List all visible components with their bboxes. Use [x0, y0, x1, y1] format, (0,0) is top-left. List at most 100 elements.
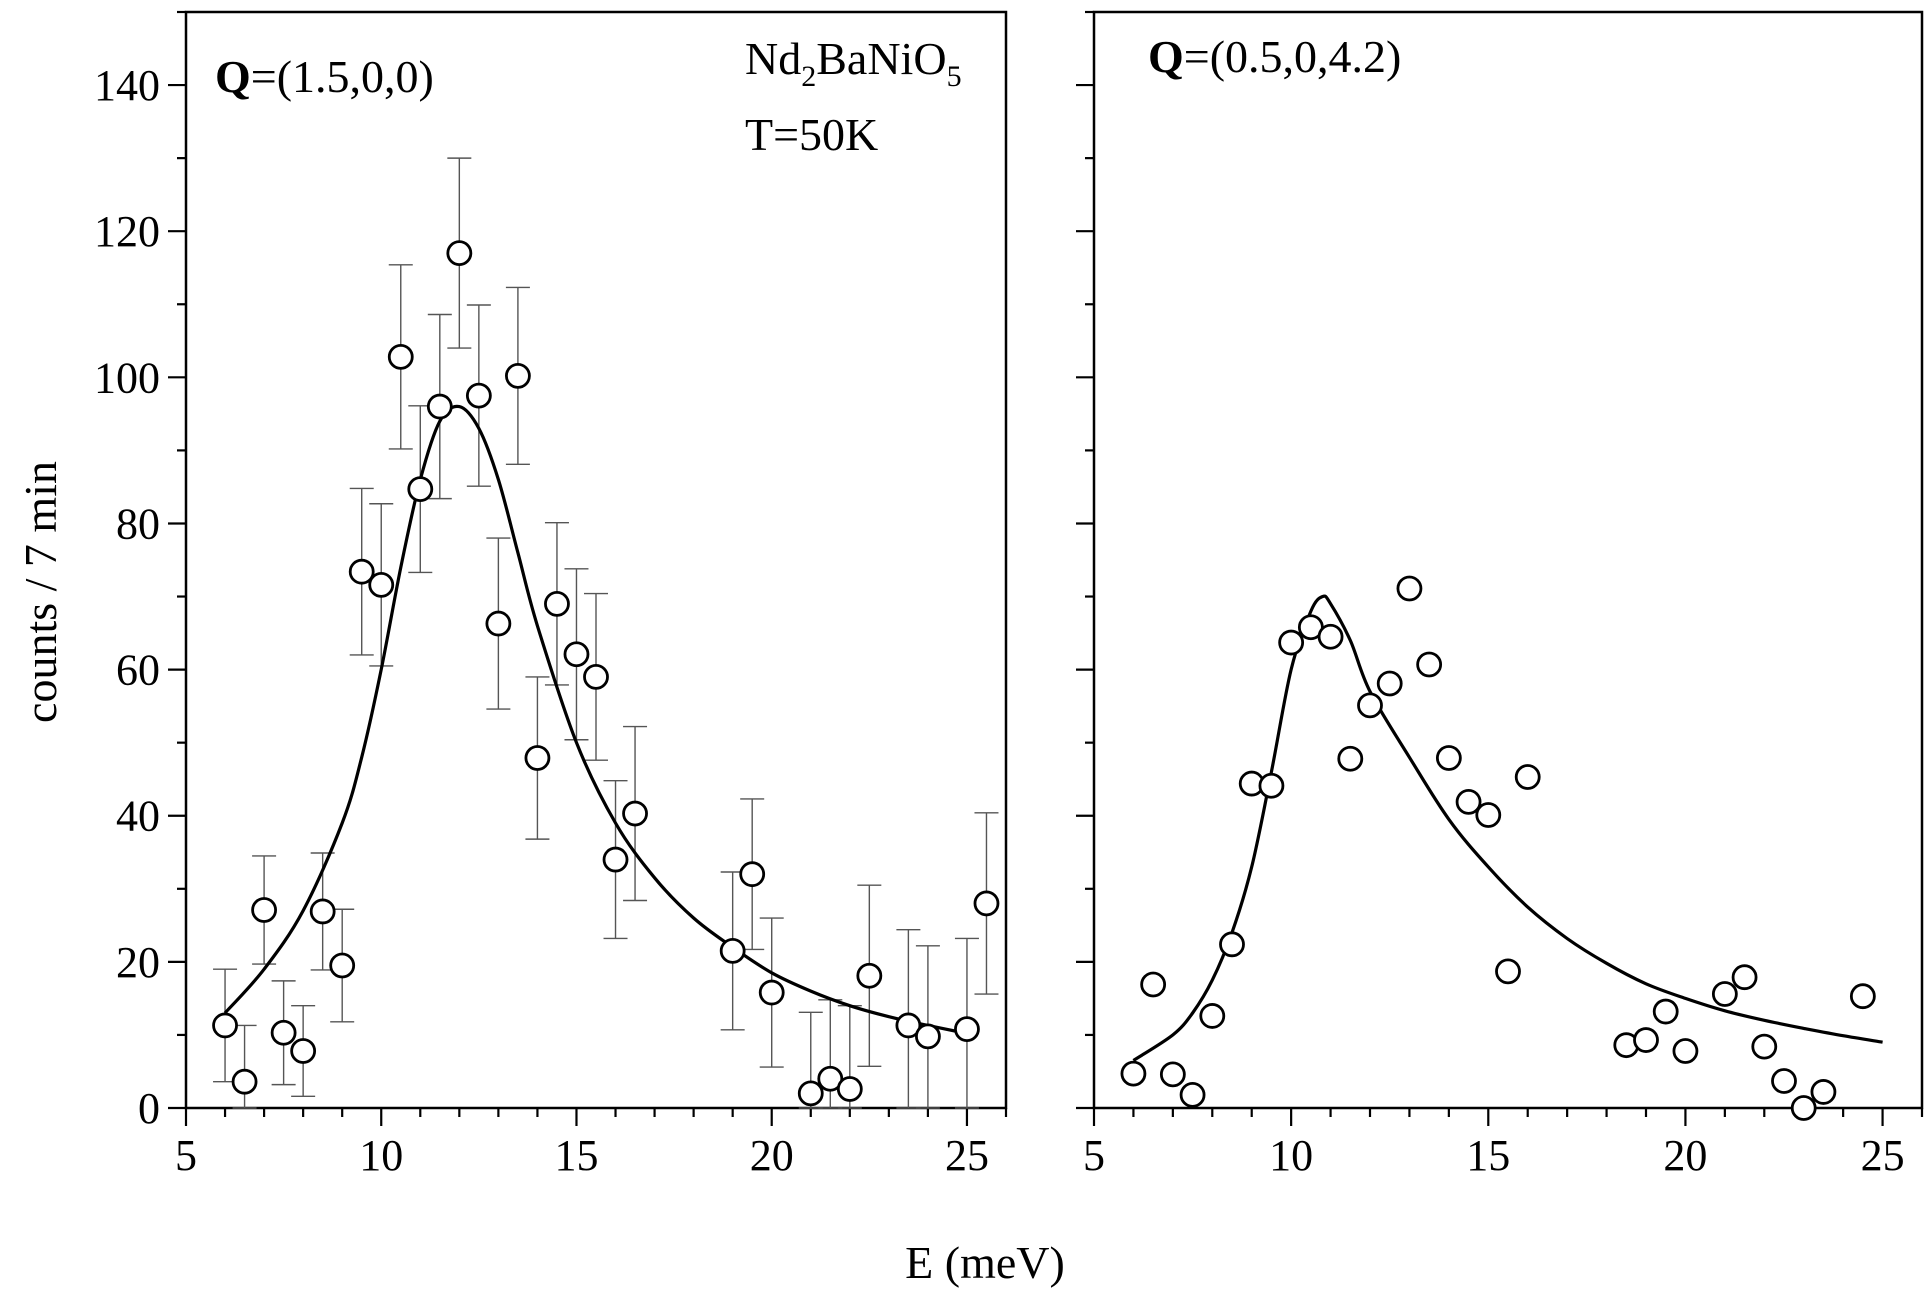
data-point: [1849, 983, 1876, 1010]
data-point: [1633, 1027, 1659, 1053]
data-point: [505, 362, 531, 389]
data-point: [270, 1019, 297, 1046]
data-point: [954, 1016, 980, 1042]
data-point: [446, 240, 473, 267]
data-point: [1771, 1068, 1797, 1094]
data-point: [1672, 1038, 1699, 1064]
data-point: [368, 571, 395, 598]
q-bold-label: Q: [1148, 31, 1184, 82]
q-vector-left: Q=(1.5,0,0): [215, 51, 434, 102]
fit-curve-left: [223, 404, 968, 1036]
data-point: [973, 890, 1000, 917]
data-point: [1455, 788, 1482, 815]
data-point: [309, 898, 336, 925]
data-point: [1731, 964, 1758, 991]
data-point: [1435, 745, 1462, 771]
q-vector-right: Q=(0.5,0,4.2): [1148, 31, 1401, 82]
y-tick-label: 60: [116, 646, 160, 695]
y-tick-label: 140: [94, 61, 160, 110]
data-point: [387, 343, 414, 370]
x-axis-title: E (meV): [905, 1237, 1065, 1288]
data-point: [1751, 1033, 1778, 1060]
x-tick-label: 20: [1663, 1131, 1707, 1180]
data-point: [544, 590, 570, 617]
data-point: [1357, 692, 1383, 719]
x-tick-label: 25: [1861, 1131, 1905, 1180]
data-point: [485, 610, 512, 637]
data-point: [407, 476, 434, 503]
compound-banio: BaNiO: [816, 33, 946, 84]
compound-sub-2: 2: [801, 60, 816, 93]
data-point: [1711, 981, 1738, 1007]
y-tick-label: 120: [94, 207, 160, 256]
data-point: [1790, 1095, 1817, 1121]
data-point: [1337, 745, 1364, 772]
data-point: [465, 382, 492, 409]
x-tick-label: 15: [1466, 1131, 1510, 1180]
data-point: [348, 558, 375, 585]
data-point: [622, 800, 648, 827]
y-tick-label: 40: [116, 792, 160, 841]
data-point: [1396, 575, 1423, 602]
panel-right: 5 10 15 20 25 Q=(0.5,0,4.2): [1076, 10, 1924, 1180]
fit-curve-right: [1132, 594, 1883, 1062]
x-tick-label: 25: [945, 1131, 989, 1180]
compound-label: Nd2BaNiO5: [745, 33, 962, 93]
plot-frame-left: [184, 10, 1008, 1110]
x-tick-label: 15: [554, 1131, 598, 1180]
y-tick-label: 20: [116, 938, 160, 987]
y-tick-label: 80: [116, 499, 160, 548]
data-point: [251, 897, 277, 923]
q-value-label: =(1.5,0,0): [251, 51, 434, 102]
data-point: [1810, 1079, 1837, 1105]
compound-nd: Nd: [745, 33, 801, 84]
data-point: [563, 641, 590, 668]
data-point: [231, 1068, 258, 1095]
data-point: [1120, 1060, 1147, 1087]
data-point: [1317, 623, 1344, 650]
data-point: [1495, 958, 1521, 985]
data-point: [1219, 931, 1245, 958]
data-point: [602, 846, 629, 873]
data-point: [1179, 1081, 1206, 1108]
data-point: [1278, 629, 1305, 656]
y-tick-label: 0: [138, 1084, 160, 1133]
error-bar: [232, 1024, 257, 1109]
data-point: [895, 1012, 922, 1039]
data-point: [329, 952, 356, 979]
data-point: [915, 1023, 941, 1050]
data-point: [1140, 971, 1167, 998]
temperature-label: T=50K: [745, 109, 878, 160]
data-point: [719, 938, 746, 964]
data-point: [836, 1076, 863, 1102]
data-point: [290, 1038, 317, 1064]
data-point: [212, 1012, 238, 1039]
y-tick-label: 100: [94, 353, 160, 402]
x-tick-label: 10: [1269, 1131, 1313, 1180]
data-point: [758, 979, 785, 1006]
data-point: [797, 1080, 824, 1107]
data-point: [1652, 998, 1679, 1025]
data-point: [1416, 651, 1443, 678]
q-bold-label: Q: [215, 51, 251, 102]
q-value-label: =(0.5,0,4.2): [1184, 31, 1402, 82]
y-axis-title: counts / 7 min: [15, 461, 66, 723]
x-tick-label: 10: [359, 1131, 403, 1180]
data-point: [1376, 670, 1403, 697]
data-point: [1475, 802, 1502, 828]
x-tick-label: 5: [175, 1131, 197, 1180]
data-point: [1199, 1003, 1226, 1029]
data-point: [856, 962, 883, 989]
x-tick-label: 20: [750, 1131, 794, 1180]
x-tick-label: 5: [1083, 1131, 1105, 1180]
data-point: [524, 745, 551, 771]
data-point: [1514, 764, 1541, 790]
data-point: [1159, 1061, 1186, 1088]
data-point: [583, 664, 609, 690]
data-point: [426, 393, 453, 420]
plot-frame-right: [1092, 10, 1924, 1110]
data-point: [817, 1065, 844, 1092]
data-point: [1258, 772, 1285, 799]
